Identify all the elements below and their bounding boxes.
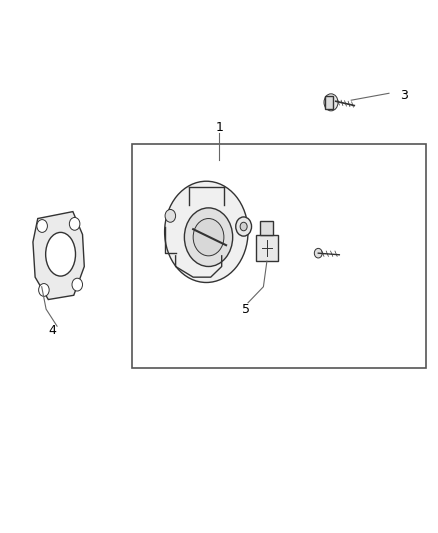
Bar [260,221,273,235]
Circle shape [39,284,49,296]
Circle shape [240,222,247,231]
Circle shape [323,94,337,111]
Bar [131,144,425,368]
Circle shape [314,248,321,258]
Circle shape [69,217,80,230]
Ellipse shape [46,232,75,276]
Bar [325,96,332,109]
Text: 4: 4 [49,324,57,337]
Circle shape [184,208,232,266]
Circle shape [165,209,175,222]
Circle shape [37,220,47,232]
Text: 1: 1 [215,122,223,134]
Circle shape [193,219,223,256]
Polygon shape [33,212,84,300]
Circle shape [164,181,247,282]
Text: 3: 3 [399,90,407,102]
Text: 5: 5 [241,303,249,316]
Circle shape [72,278,82,291]
Circle shape [235,217,251,236]
Bar [255,235,277,261]
